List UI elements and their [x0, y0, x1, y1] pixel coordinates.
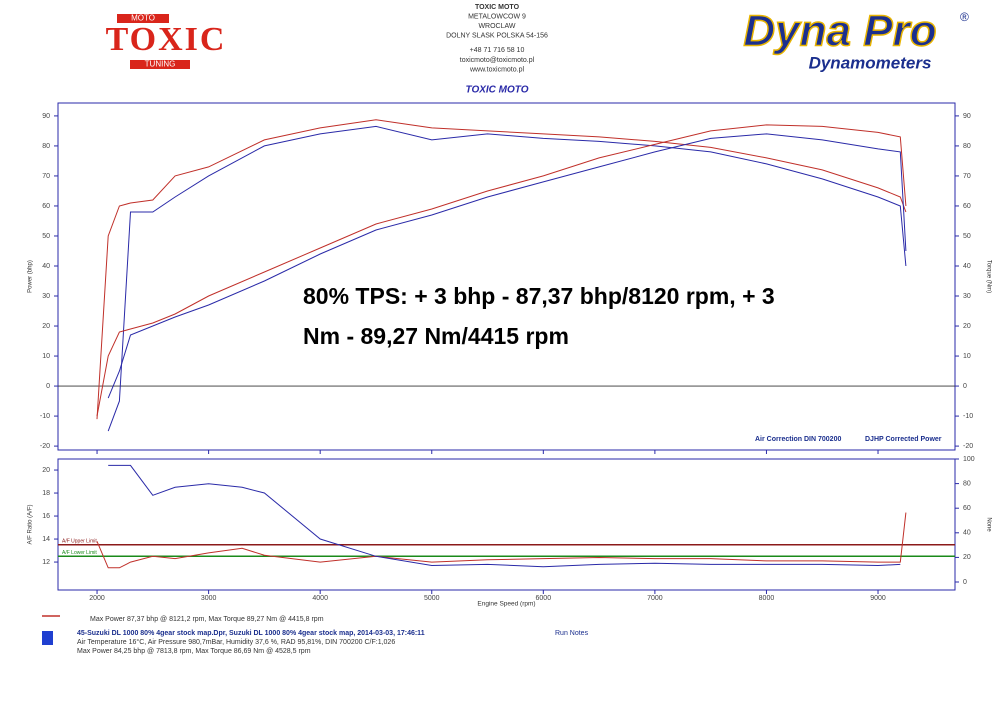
x-tick-label: 3000	[201, 595, 217, 602]
y-tick-label: 50	[42, 233, 50, 240]
address-line: DOLNY SLASK POLSKA 54-156	[446, 33, 548, 40]
x-tick-label: 2000	[89, 595, 105, 602]
series-line	[108, 464, 901, 568]
y-tick-label: 40	[42, 263, 50, 270]
brand-mark: ®	[960, 10, 969, 24]
y2-tick-label: 20	[963, 323, 971, 330]
series-line	[96, 119, 907, 420]
footer: Max Power 87,37 bhp @ 8121,2 rpm, Max To…	[42, 615, 589, 655]
run2-file: 45-Suzuki DL 1000 80% 4gear stock map.Dp…	[77, 630, 425, 637]
logo-band	[130, 60, 190, 69]
x-tick-label: 6000	[536, 595, 552, 602]
y-axis-label: Power (bhp)	[28, 260, 34, 293]
y2-tick-label: 30	[963, 293, 971, 300]
y2-tick-label: 100	[963, 456, 975, 463]
logo-band	[117, 14, 169, 23]
x-tick-label: 7000	[647, 595, 663, 602]
y2-tick-label: 40	[963, 263, 971, 270]
y-tick-label: 80	[42, 143, 50, 150]
toxic-logo: MOTO TOXIC TUNING	[106, 14, 227, 69]
correction-note: DJHP Corrected Power	[865, 436, 942, 443]
y-tick-label: 18	[42, 490, 50, 497]
y-tick-label: 12	[42, 559, 50, 566]
y2-tick-label: -10	[963, 413, 973, 420]
address: TOXIC MOTO METALOWCOW 9 WROCLAW DOLNY SLASK…	[446, 4, 548, 74]
y2-tick-label: 20	[963, 554, 971, 561]
y-tick-label: 30	[42, 293, 50, 300]
subtitle: TOXIC MOTO	[466, 85, 529, 96]
charts: -20 -10 0 10 20 30 40 50 60 70 80 90 -20 -10 0 10 20 30 40…	[28, 102, 991, 608]
address-line: toxicmoto@toxicmoto.pl	[460, 57, 535, 64]
y2-tick-label: -20	[963, 443, 973, 450]
plot-frame	[57, 458, 956, 591]
run2-max: Max Power 84,25 bhp @ 7813,8 rpm, Max To…	[77, 648, 311, 655]
y-tick-label: -20	[40, 443, 50, 450]
x-tick-label: 4000	[312, 595, 328, 602]
y-tick-label: 0	[46, 383, 50, 390]
y2-tick-label: 40	[963, 530, 971, 537]
address-line: +48 71 716 58 10	[470, 47, 525, 54]
brand-tagline: Dynamometers	[809, 53, 932, 72]
limit-label: A/F Upper Limit	[62, 539, 97, 545]
limit-label: A/F Lower Limit	[62, 550, 97, 556]
plot-frame	[57, 102, 956, 451]
address-line: www.toxicmoto.pl	[469, 66, 525, 73]
y-tick-label: 60	[42, 203, 50, 210]
logo-main: TOXIC	[106, 21, 227, 58]
y-tick-label: 10	[42, 353, 50, 360]
y2-tick-label: 60	[963, 505, 971, 512]
y2-axis-label: None	[985, 517, 991, 532]
y2-tick-label: 60	[963, 203, 971, 210]
logo-top: MOTO	[131, 14, 155, 23]
x-tick-label: 9000	[870, 595, 886, 602]
y2-tick-label: 0	[963, 383, 967, 390]
logo-bottom: TUNING	[145, 60, 176, 69]
address-line: METALOWCOW 9	[468, 13, 526, 20]
y-axis-label: A/F Ratio (A/F)	[28, 504, 34, 544]
y-tick-label: 70	[42, 173, 50, 180]
address-line: WROCLAW	[478, 23, 515, 30]
series-line	[107, 125, 907, 432]
y2-tick-label: 0	[963, 579, 967, 586]
series-line	[96, 512, 907, 569]
y-tick-label: 20	[42, 323, 50, 330]
y2-tick-label: 10	[963, 353, 971, 360]
annotation: Nm - 89,27 Nm/4415 rpm	[303, 323, 569, 349]
correction-note: Air Correction DIN 700200	[755, 436, 841, 443]
y-tick-label: 16	[42, 513, 50, 520]
series-line	[107, 133, 907, 399]
y-tick-label: 20	[42, 467, 50, 474]
brand-name: Dyna Pro	[743, 7, 936, 56]
y2-tick-label: 80	[963, 143, 971, 150]
y2-tick-label: 90	[963, 113, 971, 120]
x-axis-label: Engine Speed (rpm)	[477, 601, 535, 608]
run1-max: Max Power 87,37 bhp @ 8121,2 rpm, Max To…	[90, 616, 324, 623]
run-notes: Run Notes	[555, 630, 589, 637]
run2-swatch	[42, 631, 53, 645]
address-line: TOXIC MOTO	[475, 4, 520, 11]
y2-tick-label: 70	[963, 173, 971, 180]
y-tick-label: -10	[40, 413, 50, 420]
y2-tick-label: 80	[963, 480, 971, 487]
dynapro-logo: Dyna Pro ® Dynamometers	[743, 6, 969, 73]
y2-axis-label: Torque (Nm)	[985, 260, 991, 293]
series-line	[96, 124, 907, 417]
x-tick-label: 8000	[759, 595, 775, 602]
y2-tick-label: 50	[963, 233, 971, 240]
y-tick-label: 90	[42, 113, 50, 120]
annotation: 80% TPS: + 3 bhp - 87,37 bhp/8120 rpm, +…	[303, 283, 775, 309]
run2-conditions: Air Temperature 16°C, Air Pressure 980,7…	[77, 638, 395, 646]
y-tick-label: 14	[42, 536, 50, 543]
x-tick-label: 5000	[424, 595, 440, 602]
